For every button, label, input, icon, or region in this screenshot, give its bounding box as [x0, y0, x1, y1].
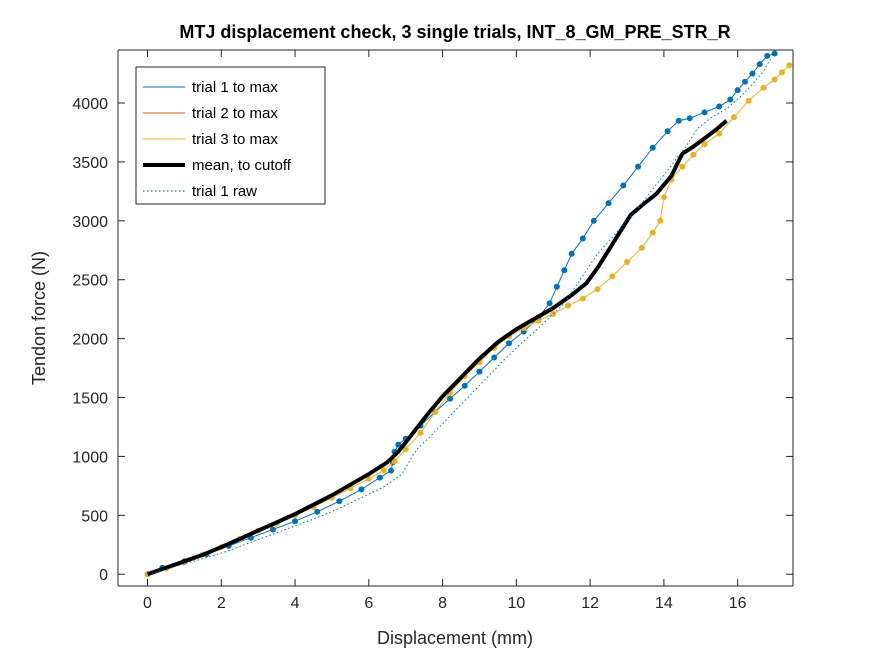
- axes: [117, 49, 794, 587]
- series-1-point: [749, 70, 756, 77]
- series-line-5: [147, 57, 772, 575]
- legend: trial 1 to max trial 2 to max trial 3 to m…: [135, 66, 326, 205]
- series-3-point: [594, 286, 601, 293]
- series-3-point: [778, 69, 785, 76]
- series-3-point: [579, 295, 586, 302]
- series-1-point: [568, 250, 575, 257]
- series-layer: [144, 50, 793, 578]
- series-1-point: [461, 382, 468, 389]
- series-1-point: [727, 96, 734, 103]
- x-tick-label: 14: [655, 595, 673, 612]
- x-axis-label: Displacement (mm): [377, 628, 533, 648]
- series-line-4: [146, 119, 728, 577]
- series-3-point: [624, 259, 630, 265]
- y-tick-label: 2500: [72, 273, 108, 290]
- x-tick-label: 0: [143, 595, 152, 612]
- series-3-point: [716, 130, 723, 137]
- series-1-point: [605, 200, 612, 207]
- x-tick-label: 4: [291, 595, 300, 612]
- y-tick-label: 2000: [72, 332, 108, 349]
- series-1-point: [686, 115, 693, 122]
- series-3-point: [432, 408, 439, 415]
- series-3-point: [657, 217, 664, 224]
- series-1-point: [764, 52, 771, 59]
- series-3-point: [550, 310, 557, 317]
- series-1-point: [579, 235, 586, 242]
- series-1-point: [716, 103, 723, 110]
- series-1-point: [771, 50, 778, 57]
- y-tick-label: 0: [99, 567, 108, 584]
- series-1-point: [336, 498, 343, 505]
- series-1-point: [491, 354, 498, 361]
- series-3-point: [380, 467, 387, 474]
- series-1-point: [756, 61, 763, 68]
- series-1-point: [388, 467, 394, 474]
- series-1-point: [734, 87, 741, 94]
- series-3-point: [690, 151, 697, 158]
- series-3-point: [402, 446, 409, 453]
- y-tick-label: 1000: [72, 449, 108, 466]
- series-3-point: [745, 97, 752, 104]
- series-1-point: [742, 78, 748, 85]
- legend-label-1: trial 1 to max: [192, 79, 278, 96]
- x-tick-label: 6: [364, 595, 373, 612]
- series-3-point: [786, 62, 793, 69]
- series-3-point: [365, 475, 372, 482]
- x-tick-label: 12: [581, 595, 599, 612]
- y-tick-label: 3000: [72, 214, 108, 231]
- series-1-point: [620, 182, 627, 189]
- legend-box: [135, 66, 326, 205]
- series-1-point: [376, 474, 383, 481]
- series-1-point: [561, 267, 568, 274]
- x-tick-label: 2: [217, 595, 226, 612]
- chart-title: MTJ displacement check, 3 single trials,…: [179, 22, 730, 42]
- y-tick-label: 3500: [72, 155, 108, 172]
- series-1-point: [590, 217, 597, 224]
- series-1-point: [649, 144, 656, 151]
- legend-label-2: trial 2 to max: [192, 105, 278, 122]
- series-3-point: [417, 429, 424, 436]
- y-axis-label: Tendon force (N): [29, 251, 49, 385]
- x-tick-label: 16: [729, 595, 747, 612]
- series-1-point: [553, 283, 560, 290]
- tick-labels: 0 2 4 6 8 10 12 14 16 0 500 1000 1500 2000 2500 3000 350…: [72, 96, 746, 612]
- y-tick-label: 500: [81, 508, 108, 525]
- series-1-point: [314, 508, 321, 515]
- series-1-point: [506, 340, 512, 347]
- series-3-point: [660, 194, 667, 201]
- series-3-point: [565, 302, 571, 309]
- x-tick-label: 8: [438, 595, 447, 612]
- series-3-point: [649, 229, 656, 236]
- series-1-point: [675, 117, 682, 124]
- series-3-point: [760, 84, 767, 91]
- x-tick-label: 10: [507, 595, 525, 612]
- series-1-point: [476, 368, 483, 375]
- series-3-point: [701, 141, 708, 148]
- legend-label-4: mean, to cutoff: [192, 157, 292, 174]
- legend-label-3: trial 3 to max: [192, 131, 278, 148]
- series-3-point: [638, 244, 645, 251]
- legend-label-5: trial 1 raw: [192, 183, 257, 200]
- series-3-point: [391, 458, 398, 465]
- series-1-point: [358, 486, 365, 493]
- series-1-point: [635, 163, 642, 170]
- series-1-point: [546, 300, 553, 307]
- series-1-point: [664, 128, 671, 135]
- series-3-point: [679, 163, 686, 170]
- y-tick-label: 4000: [72, 96, 108, 113]
- series-1-point: [447, 395, 453, 402]
- y-tick-label: 1500: [72, 391, 108, 408]
- series-1-point: [269, 526, 276, 533]
- series-1-point: [395, 441, 402, 448]
- series-3-point: [609, 273, 616, 280]
- series-3-point: [731, 114, 737, 121]
- series-1-point: [701, 109, 708, 116]
- series-1-point: [292, 518, 298, 525]
- series-3-point: [771, 76, 778, 83]
